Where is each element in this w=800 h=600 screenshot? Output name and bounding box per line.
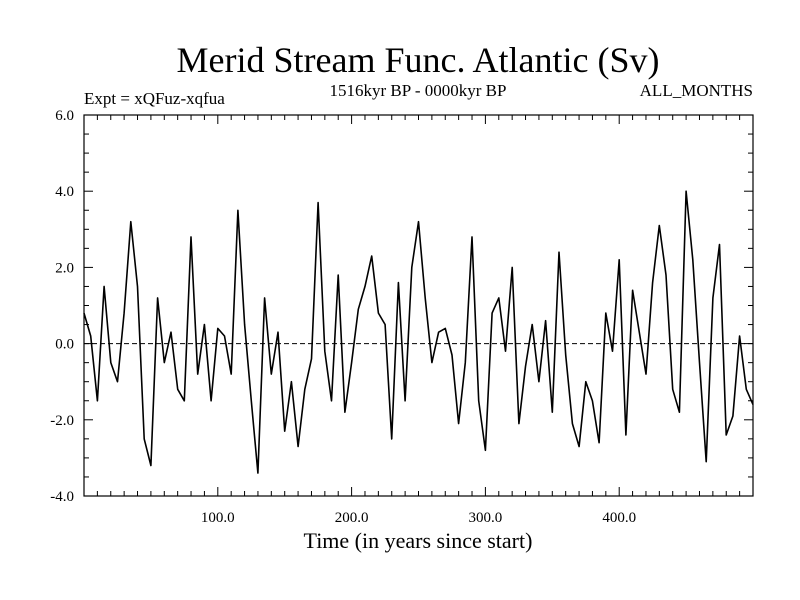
plot-area: -4.0 -2.0 0.0 2.0 4.0 6.0 100.0 200.0 300.0 400.0 — [50, 108, 754, 526]
y-tick-label: 6.0 — [55, 108, 74, 124]
x-axis-label: Time (in years since start) — [304, 528, 533, 553]
x-tick-label: 100.0 — [201, 510, 235, 526]
chart-title: Merid Stream Func. Atlantic (Sv) — [177, 40, 660, 80]
season-label: ALL_MONTHS — [640, 81, 753, 100]
y-tick-label: 0.0 — [55, 337, 74, 353]
period-label: 1516kyr BP - 0000kyr BP — [330, 81, 507, 100]
series-line-0 — [83, 190, 754, 474]
x-tick-label: 200.0 — [335, 510, 369, 526]
plot-frame — [83, 114, 754, 497]
y-tick-label: -4.0 — [50, 489, 74, 505]
y-tick-label: 4.0 — [55, 184, 74, 200]
x-tick-label: 400.0 — [602, 510, 636, 526]
y-tick-label: -2.0 — [50, 413, 74, 429]
expt-label: Expt = xQFuz-xqfua — [84, 89, 225, 108]
x-tick-label: 300.0 — [469, 510, 503, 526]
y-tick-label: 2.0 — [55, 260, 74, 276]
